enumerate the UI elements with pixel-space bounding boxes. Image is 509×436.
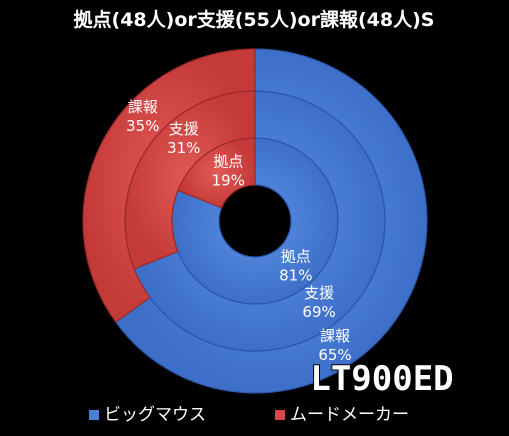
ring-2-blue-segment (115, 48, 428, 394)
ring-0-blue-value-label: 81% (279, 267, 312, 285)
donut-rings (82, 48, 428, 394)
legend: ビッグマウス ムードメーカー (89, 405, 409, 425)
ring-2-red-value-label: 35% (126, 117, 159, 135)
ring-2-blue-value-label: 65% (318, 346, 351, 364)
legend-swatch-blue (89, 410, 99, 420)
ring-0-red-name-label: 拠点 (213, 153, 243, 171)
ring-0-blue-name-label: 拠点 (281, 248, 311, 266)
ring-1-red-value-label: 31% (167, 139, 200, 157)
ring-2-red-name-label: 課報 (128, 98, 158, 116)
watermark-text: LT900ED (310, 359, 453, 399)
ring-1-blue-name-label: 支援 (304, 284, 334, 302)
ring-1-red-name-label: 支援 (169, 120, 199, 138)
ring-2-red-segment (82, 48, 256, 323)
legend-swatch-red (275, 410, 285, 420)
ring-2-blue-name-label: 課報 (320, 327, 350, 345)
legend-label-red: ムードメーカー (290, 405, 409, 425)
legend-label-blue: ビッグマウス (104, 405, 206, 425)
chart-title: 拠点(48人)or支援(55人)or課報(48人)S (74, 8, 435, 31)
ring-0-red-value-label: 19% (212, 172, 245, 190)
ring-1-blue-value-label: 69% (302, 303, 335, 321)
